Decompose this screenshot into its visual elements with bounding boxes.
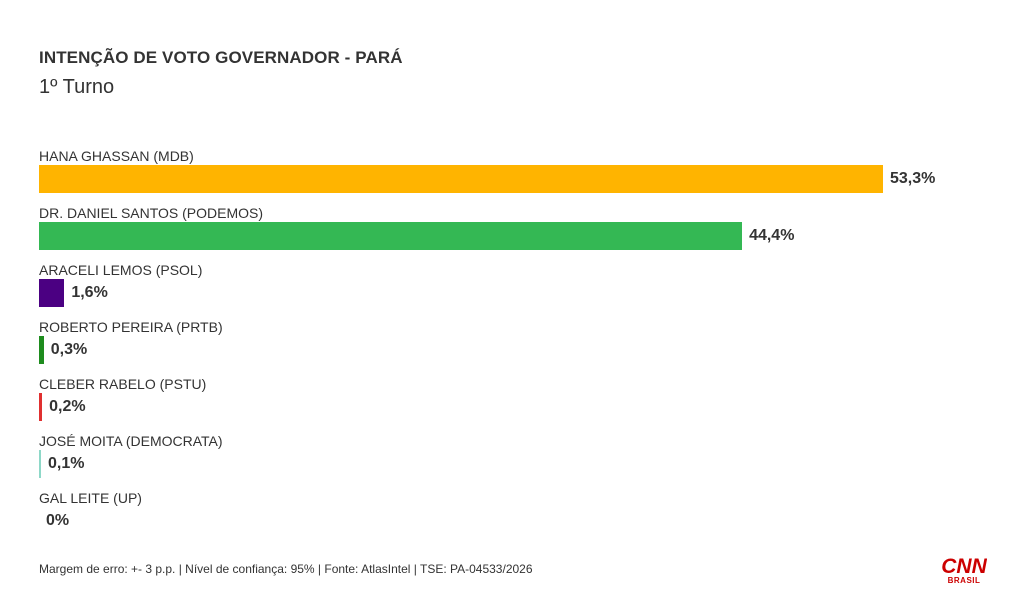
bar-category-label: CLEBER RABELO (PSTU) [39,376,207,392]
cnn-brasil-logo: CNN BRASIL [941,555,987,585]
bar-value-label: 0,1% [48,455,85,472]
bar-value-label: 0,3% [50,341,88,358]
logo-brand: CNN [941,555,987,578]
bar-row: ARACELI LEMOS (PSOL) 1,6% [39,260,999,317]
bar [39,450,41,478]
chart-title: INTENÇÃO DE VOTO GOVERNADOR - PARÁ [39,48,403,67]
bar [39,279,65,307]
bar-value-label: 53,3% [890,170,936,187]
bar-category-label: ROBERTO PEREIRA (PRTB) [39,319,223,335]
bar-value-label: 44,4% [749,227,795,244]
bar-row: CLEBER RABELO (PSTU) 0,2% [39,374,999,431]
bar [39,222,743,250]
bar-category-label: JOSÉ MOITA (DEMOCRATA) [39,433,223,449]
logo-sub: BRASIL [948,576,981,585]
footer-note: Margem de erro: +- 3 p.p. | Nível de con… [39,562,533,576]
chart-subtitle: 1º Turno [39,76,115,98]
bar-value-label: 1,6% [71,284,108,301]
bar-row: HANA GHASSAN (MDB) 53,3% [39,146,999,203]
bar-row: GAL LEITE (UP) 0% [39,488,999,545]
bar-value-label: 0% [46,512,70,529]
bar-category-label: ARACELI LEMOS (PSOL) [39,262,203,278]
bar [39,336,44,364]
bar-category-label: GAL LEITE (UP) [39,490,142,506]
bar [39,393,43,421]
bar-row: JOSÉ MOITA (DEMOCRATA) 0,1% [39,431,999,488]
bar-row: ROBERTO PEREIRA (PRTB) 0,3% [39,317,999,374]
bar-category-label: DR. DANIEL SANTOS (PODEMOS) [39,205,264,221]
bar-category-label: HANA GHASSAN (MDB) [39,148,194,164]
bar-row: DR. DANIEL SANTOS (PODEMOS) 44,4% [39,203,999,260]
bar [39,165,883,193]
bar-value-label: 0,2% [49,398,86,415]
